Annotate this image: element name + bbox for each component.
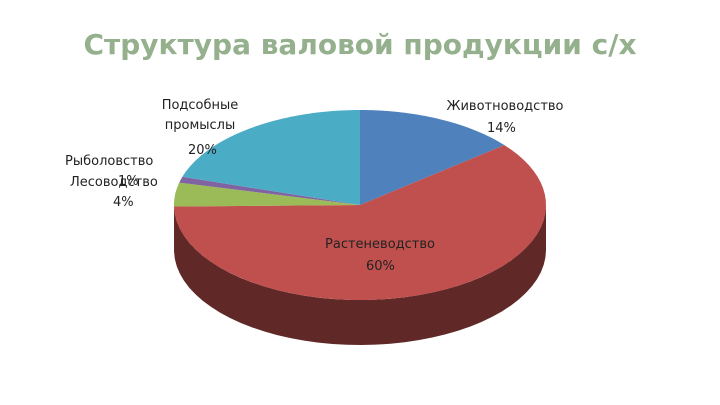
slice-label: Лесоводство bbox=[70, 175, 158, 190]
slice-side bbox=[174, 205, 546, 345]
slice bbox=[179, 176, 360, 205]
slice-label: Рыболовство bbox=[65, 154, 154, 169]
slice bbox=[174, 182, 360, 207]
slice-label: Животноводство bbox=[446, 99, 564, 114]
slice-label: Растеневодство bbox=[325, 237, 435, 252]
slice bbox=[182, 110, 360, 205]
slice-label: Подсобные промыслы bbox=[161, 98, 239, 133]
chart-title: Структура валовой продукции с/х bbox=[83, 28, 637, 61]
value-label: 14% bbox=[487, 121, 516, 136]
slice bbox=[174, 145, 546, 300]
value-label: 1% bbox=[118, 174, 139, 189]
value-label: 4% bbox=[113, 195, 134, 210]
value-label: 60% bbox=[366, 259, 395, 274]
slice bbox=[360, 110, 505, 205]
value-label: 20% bbox=[188, 143, 217, 158]
